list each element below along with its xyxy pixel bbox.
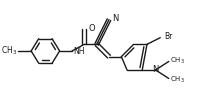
Text: N: N — [111, 14, 118, 23]
Text: CH$_3$: CH$_3$ — [169, 55, 184, 66]
Text: N: N — [152, 65, 158, 74]
Text: CH$_3$: CH$_3$ — [169, 74, 184, 85]
Text: Br: Br — [163, 32, 171, 41]
Text: NH: NH — [73, 47, 84, 56]
Text: O: O — [88, 24, 94, 33]
Text: CH$_3$: CH$_3$ — [1, 45, 17, 57]
